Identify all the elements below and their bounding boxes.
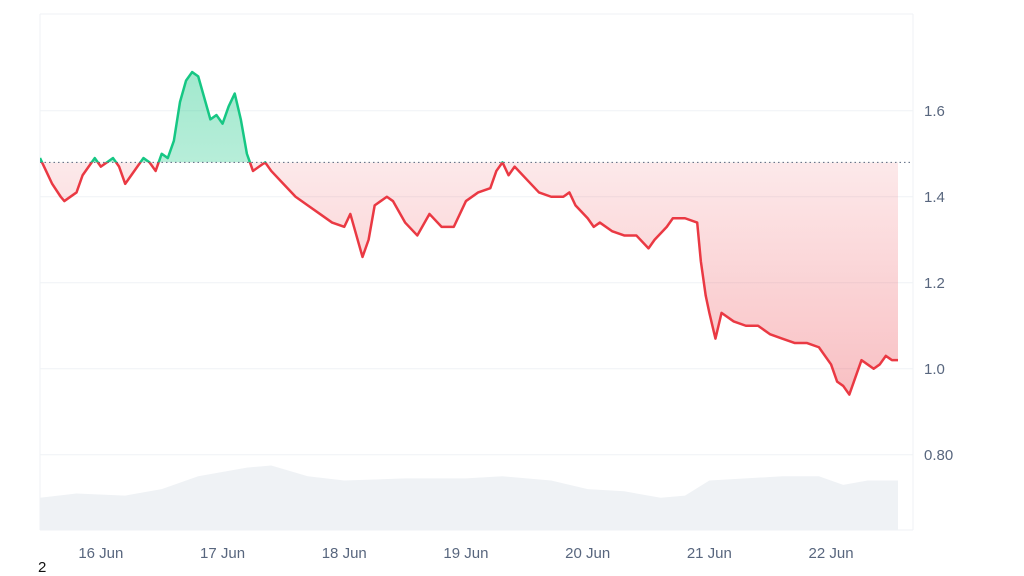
x-tick-label: 20 Jun [565, 545, 610, 562]
volume-area [40, 465, 898, 530]
x-tick-label: 19 Jun [443, 545, 488, 562]
y-tick-label: 1.4 [924, 189, 945, 206]
x-tick-label: 21 Jun [687, 545, 732, 562]
x-tick-label: 22 Jun [809, 545, 854, 562]
y-axis: 1.6 1.4 1.2 1.0 0.80 [924, 103, 953, 464]
footnote-text: 2 [38, 559, 47, 576]
volume-shape [40, 465, 898, 530]
y-tick-label: 1.2 [924, 275, 945, 292]
price-area [40, 72, 898, 395]
y-tick-label: 0.80 [924, 447, 953, 464]
y-tick-label: 1.6 [924, 103, 945, 120]
y-tick-label: 1.0 [924, 361, 945, 378]
x-tick-label: 17 Jun [200, 545, 245, 562]
price-line [40, 70, 898, 396]
x-tick-label: 18 Jun [322, 545, 367, 562]
x-axis: 16 Jun 17 Jun 18 Jun 19 Jun 20 Jun 21 Jun 22 J… [78, 545, 853, 562]
area-below-baseline [42, 162, 898, 395]
series-line-down [40, 162, 898, 396]
x-tick-label: 16 Jun [78, 545, 123, 562]
